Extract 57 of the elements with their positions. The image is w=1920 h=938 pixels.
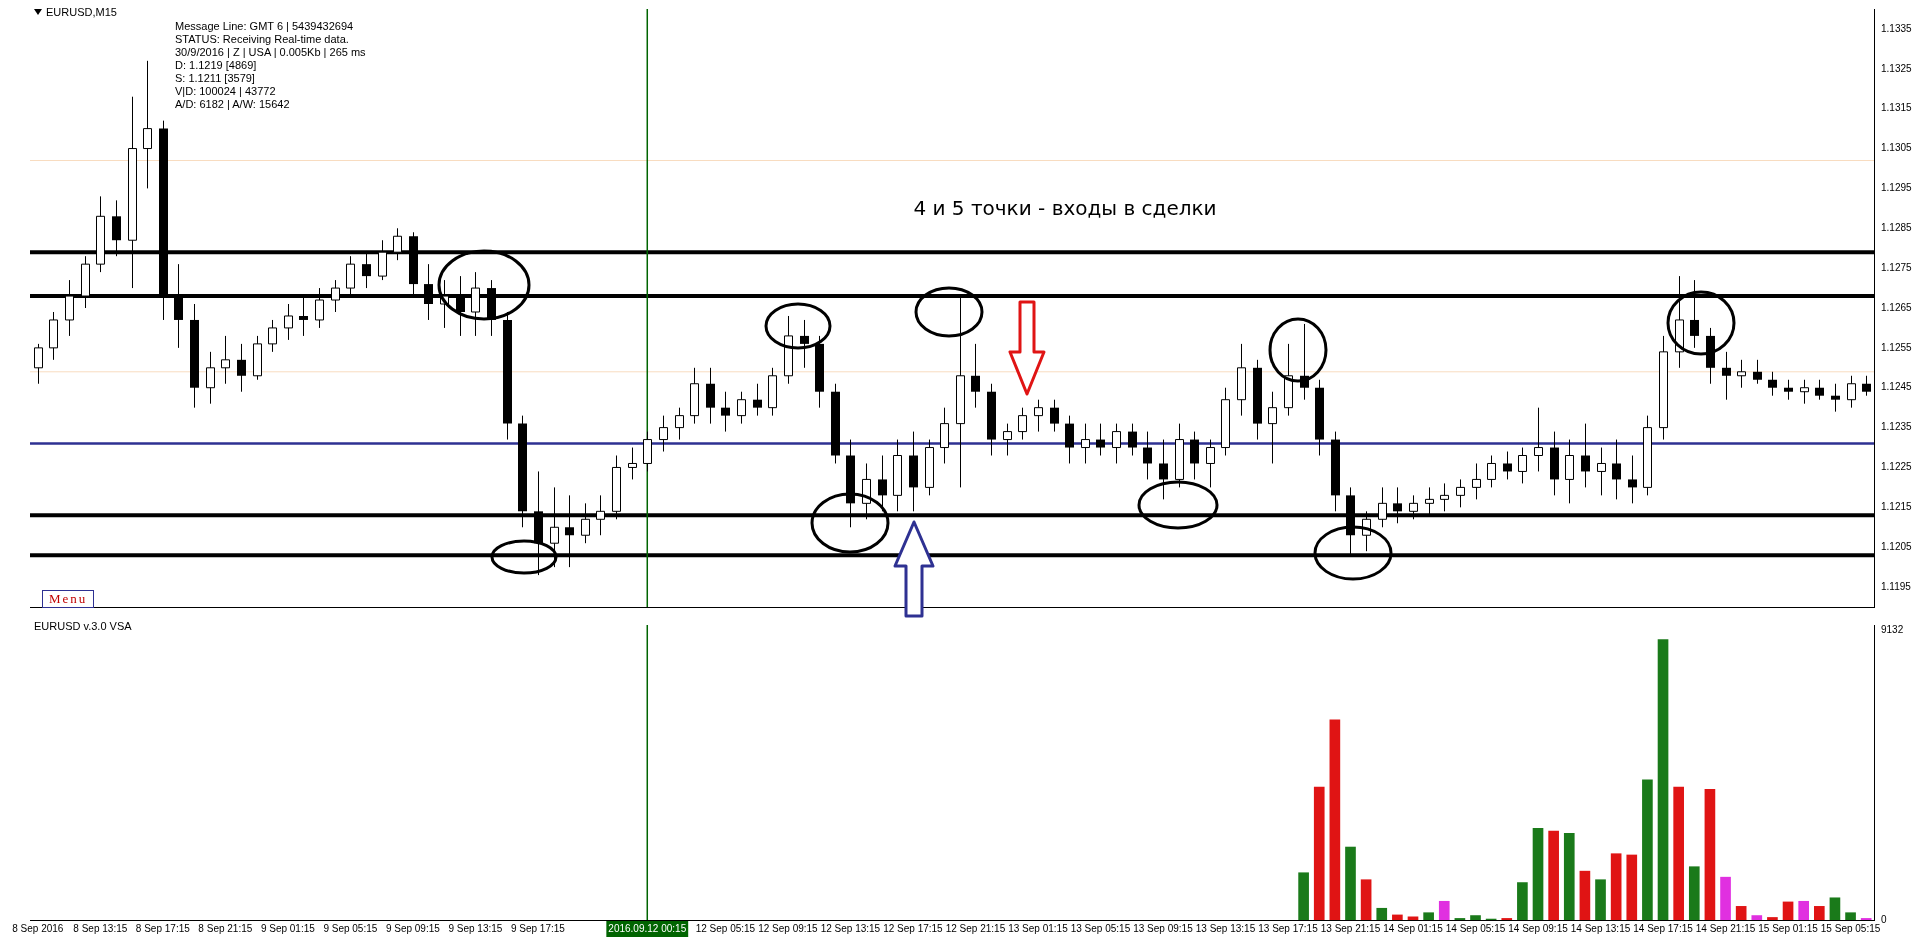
x-tick-label: 12 Sep 05:15 — [695, 922, 756, 934]
x-tick-label: 2016.09.12 00:15 — [608, 922, 687, 934]
y-tick-label: 1.1305 — [1881, 142, 1913, 154]
x-tick-label: 8 Sep 21:15 — [198, 922, 253, 934]
x-tick-label: 12 Sep 21:15 — [945, 922, 1006, 934]
y-tick-label: 1.1205 — [1881, 540, 1913, 552]
y-tick-label: 0 — [1881, 913, 1887, 925]
y-tick-label: 1.1295 — [1881, 182, 1913, 194]
x-tick-label: 9 Sep 01:15 — [260, 922, 316, 934]
y-tick-label: 9132 — [1881, 624, 1904, 636]
y-tick-label: 1.1325 — [1881, 62, 1913, 74]
y-tick-label: 1.1285 — [1881, 222, 1913, 234]
x-tick-label: 14 Sep 13:15 — [1570, 922, 1631, 934]
y-tick-label: 1.1335 — [1881, 22, 1913, 34]
x-tick-label: 9 Sep 17:15 — [510, 922, 566, 934]
x-tick-label: 8 Sep 17:15 — [135, 922, 191, 934]
annotation: S: 1.1211 [3579] — [175, 72, 255, 84]
x-tick-label: 13 Sep 21:15 — [1320, 922, 1381, 934]
chart-title: EURUSD,M15 — [46, 6, 117, 18]
x-tick-label: 15 Sep 05:15 — [1820, 922, 1881, 934]
annotation: A/D: 6182 | A/W: 15642 — [175, 98, 290, 110]
x-tick-label: 15 Sep 01:15 — [1758, 922, 1819, 934]
y-tick-label: 1.1195 — [1881, 580, 1912, 592]
x-tick-label: 12 Sep 17:15 — [883, 922, 944, 934]
x-tick-label: 8 Sep 2016 — [12, 922, 64, 934]
annotation: Menu — [42, 590, 95, 608]
annotation: V|D: 100024 | 43772 — [175, 85, 276, 97]
x-tick-label: 13 Sep 13:15 — [1195, 922, 1256, 934]
annotation: 4 и 5 точки - входы в сделки — [913, 196, 1217, 220]
x-tick-label: 14 Sep 21:15 — [1695, 922, 1756, 934]
x-tick-label: 13 Sep 09:15 — [1133, 922, 1194, 934]
y-tick-label: 1.1275 — [1881, 261, 1913, 273]
y-tick-label: 1.1245 — [1881, 381, 1913, 393]
x-tick-label: 8 Sep 13:15 — [73, 922, 128, 934]
x-tick-label: 14 Sep 09:15 — [1508, 922, 1569, 934]
x-tick-label: 13 Sep 05:15 — [1070, 922, 1131, 934]
y-tick-label: 1.1315 — [1881, 102, 1913, 114]
chart-title: EURUSD v.3.0 VSA — [34, 620, 132, 632]
annotation: 30/9/2016 | Z | USA | 0.005Kb | 265 ms — [175, 46, 366, 58]
y-tick-label: 1.1225 — [1881, 461, 1913, 473]
x-tick-label: 14 Sep 17:15 — [1633, 922, 1694, 934]
annotation: STATUS: Receiving Real-time data. — [175, 33, 349, 45]
x-tick-label: 9 Sep 13:15 — [448, 922, 503, 934]
x-tick-label: 13 Sep 17:15 — [1258, 922, 1319, 934]
x-tick-label: 14 Sep 05:15 — [1445, 922, 1506, 934]
y-tick-label: 1.1235 — [1881, 421, 1913, 433]
annotation: Message Line: GMT 6 | 5439432694 — [175, 20, 354, 32]
x-tick-label: 12 Sep 09:15 — [758, 922, 819, 934]
x-tick-label: 12 Sep 13:15 — [820, 922, 881, 934]
x-tick-label: 14 Sep 01:15 — [1383, 922, 1444, 934]
x-tick-label: 9 Sep 09:15 — [385, 922, 441, 934]
x-tick-label: 9 Sep 05:15 — [323, 922, 378, 934]
y-tick-label: 1.1255 — [1881, 341, 1913, 353]
y-tick-label: 1.1215 — [1881, 501, 1913, 513]
y-tick-label: 1.1265 — [1881, 301, 1913, 313]
annotation: D: 1.1219 [4869] — [175, 59, 257, 71]
x-tick-label: 13 Sep 01:15 — [1008, 922, 1069, 934]
